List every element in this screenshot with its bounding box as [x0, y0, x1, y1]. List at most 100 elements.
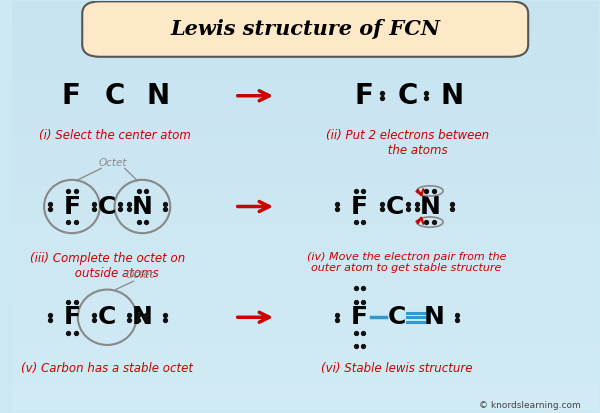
Bar	[12, 102, 599, 104]
Bar	[12, 30, 599, 32]
Bar	[12, 108, 599, 110]
Bar	[12, 344, 599, 346]
Bar	[12, 254, 599, 256]
Bar	[12, 231, 599, 233]
Text: C: C	[388, 305, 406, 329]
Bar	[12, 131, 599, 133]
Bar	[12, 20, 599, 22]
Bar	[12, 239, 599, 241]
Bar	[12, 379, 599, 381]
Bar	[12, 196, 599, 198]
Bar	[12, 395, 599, 397]
Bar	[12, 73, 599, 75]
Bar	[12, 16, 599, 18]
Text: (i) Select the center atom: (i) Select the center atom	[38, 128, 190, 142]
Bar	[12, 28, 599, 30]
Text: (vi) Stable lewis structure: (vi) Stable lewis structure	[321, 362, 473, 375]
Bar	[12, 243, 599, 245]
Bar	[12, 104, 599, 106]
Bar	[12, 387, 599, 389]
Bar	[12, 319, 599, 321]
Bar	[12, 43, 599, 45]
Bar	[12, 276, 599, 278]
Text: F: F	[355, 82, 373, 110]
Bar	[12, 311, 599, 313]
Bar	[12, 233, 599, 235]
Bar	[12, 280, 599, 282]
Bar	[12, 36, 599, 38]
Bar	[12, 118, 599, 120]
Bar	[12, 45, 599, 47]
Bar	[12, 92, 599, 94]
Bar	[12, 245, 599, 247]
Bar	[12, 157, 599, 159]
Text: (iii) Complete the octet on
     outside atoms: (iii) Complete the octet on outside atom…	[29, 252, 185, 280]
Bar	[12, 373, 599, 375]
Text: F: F	[61, 82, 80, 110]
Bar	[12, 325, 599, 328]
Bar	[12, 120, 599, 122]
Bar	[12, 360, 599, 362]
Bar	[12, 397, 599, 399]
Bar	[12, 295, 599, 297]
Bar	[12, 128, 599, 131]
Bar	[12, 315, 599, 317]
Bar	[12, 215, 599, 217]
Bar	[12, 122, 599, 124]
Text: Octet: Octet	[125, 271, 154, 280]
Bar	[12, 399, 599, 401]
Bar	[12, 362, 599, 364]
Bar	[12, 354, 599, 356]
Bar	[12, 375, 599, 377]
Bar	[12, 200, 599, 202]
Bar	[12, 178, 599, 180]
Bar	[12, 266, 599, 268]
Text: N: N	[440, 82, 463, 110]
Text: C: C	[398, 82, 418, 110]
Bar	[12, 190, 599, 192]
Text: (iv) Move the electron pair from the
outer atom to get stable structure: (iv) Move the electron pair from the out…	[307, 252, 506, 273]
Bar	[12, 5, 599, 7]
Bar	[12, 317, 599, 319]
Bar	[12, 75, 599, 77]
Text: © knordslearning.com: © knordslearning.com	[479, 401, 581, 410]
Bar	[12, 40, 599, 43]
Text: N: N	[132, 195, 153, 218]
Bar	[12, 139, 599, 141]
Bar	[12, 287, 599, 289]
Bar	[12, 241, 599, 243]
Bar	[12, 313, 599, 315]
Bar	[12, 96, 599, 98]
Bar	[12, 116, 599, 118]
Bar	[12, 51, 599, 53]
Bar	[12, 194, 599, 196]
Bar	[12, 192, 599, 194]
Bar	[12, 237, 599, 239]
Bar	[12, 340, 599, 342]
Bar	[12, 7, 599, 9]
Bar	[12, 63, 599, 65]
Bar	[12, 149, 599, 151]
Bar	[12, 166, 599, 168]
Bar	[12, 258, 599, 260]
Bar	[12, 293, 599, 295]
Text: Octet: Octet	[99, 157, 127, 168]
Bar	[12, 145, 599, 147]
Bar	[12, 110, 599, 112]
Bar	[12, 289, 599, 291]
Bar	[12, 98, 599, 100]
Bar	[12, 391, 599, 393]
Bar	[12, 69, 599, 71]
Bar	[12, 389, 599, 391]
Bar	[12, 159, 599, 161]
Bar	[12, 249, 599, 252]
Bar	[12, 126, 599, 128]
Text: N: N	[419, 195, 440, 218]
Bar	[12, 408, 599, 410]
Bar	[12, 81, 599, 83]
Bar	[12, 217, 599, 219]
Bar	[12, 12, 599, 14]
Bar	[12, 410, 599, 412]
Text: F: F	[64, 195, 80, 218]
Bar	[12, 219, 599, 221]
